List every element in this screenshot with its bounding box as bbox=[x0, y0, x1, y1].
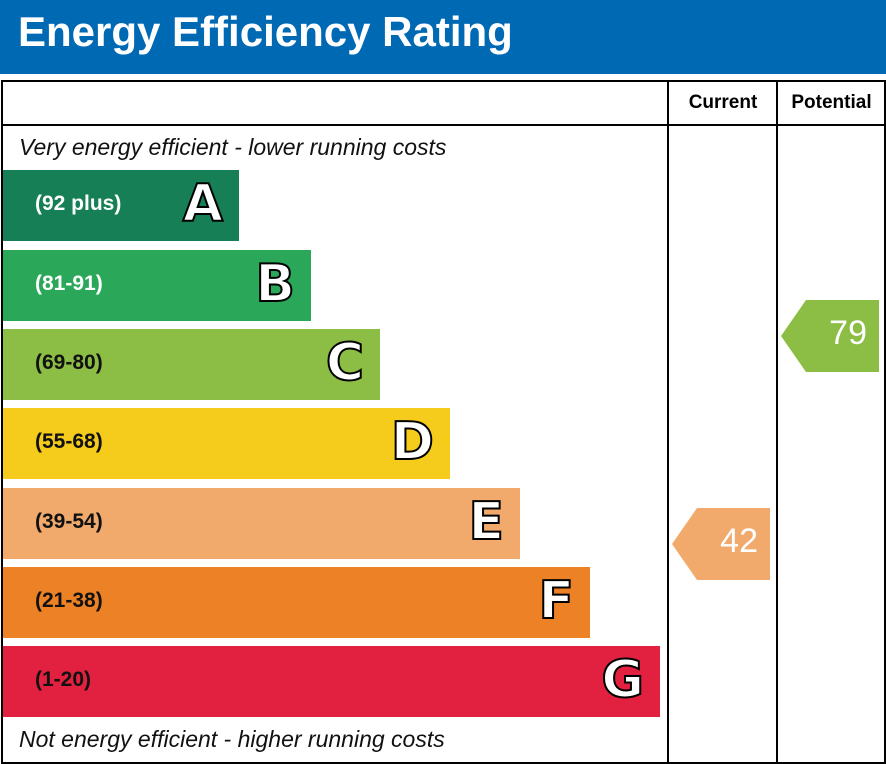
header-banner: Energy Efficiency Rating bbox=[0, 0, 886, 74]
top-note: Very energy efficient - lower running co… bbox=[19, 134, 447, 160]
potential-rating-arrow: 79 bbox=[781, 300, 879, 372]
band-letter: C bbox=[325, 332, 365, 394]
arrow-shape bbox=[781, 300, 879, 372]
arrow-shape bbox=[672, 508, 770, 580]
band-f: (21-38) F bbox=[3, 567, 590, 638]
band-range: (1-20) bbox=[35, 668, 92, 691]
bottom-note: Not energy efficient - higher running co… bbox=[19, 726, 445, 752]
column-header-potential: Potential bbox=[791, 92, 872, 113]
band-range: (21-38) bbox=[35, 589, 103, 612]
current-rating-arrow: 42 bbox=[672, 508, 770, 580]
band-g: (1-20) G bbox=[3, 646, 660, 717]
rating-table bbox=[1, 80, 886, 764]
column-header-current: Current bbox=[688, 92, 758, 113]
band-range: (39-54) bbox=[35, 510, 103, 533]
rating-value: 42 bbox=[720, 522, 758, 560]
column-divider bbox=[776, 80, 778, 764]
chart-title: Energy Efficiency Rating bbox=[18, 8, 513, 55]
band-b: (81-91) B bbox=[3, 250, 311, 321]
band-letter: D bbox=[390, 411, 435, 473]
rating-value: 79 bbox=[829, 314, 867, 352]
band-d: (55-68) D bbox=[3, 408, 450, 479]
band-c: (69-80) C bbox=[3, 329, 380, 400]
band-letter: A bbox=[182, 173, 224, 235]
band-letter: B bbox=[254, 253, 296, 315]
band-letter: G bbox=[600, 649, 645, 711]
band-range: (69-80) bbox=[35, 351, 103, 374]
column-divider bbox=[667, 80, 669, 764]
band-e: (39-54) E bbox=[3, 488, 520, 559]
band-range: (81-91) bbox=[35, 272, 103, 295]
band-a: (92 plus) A bbox=[3, 170, 239, 241]
band-letter: F bbox=[537, 570, 575, 632]
band-letter: E bbox=[467, 491, 505, 553]
header-divider bbox=[1, 124, 886, 126]
band-range: (92 plus) bbox=[35, 192, 122, 215]
band-range: (55-68) bbox=[35, 430, 103, 453]
